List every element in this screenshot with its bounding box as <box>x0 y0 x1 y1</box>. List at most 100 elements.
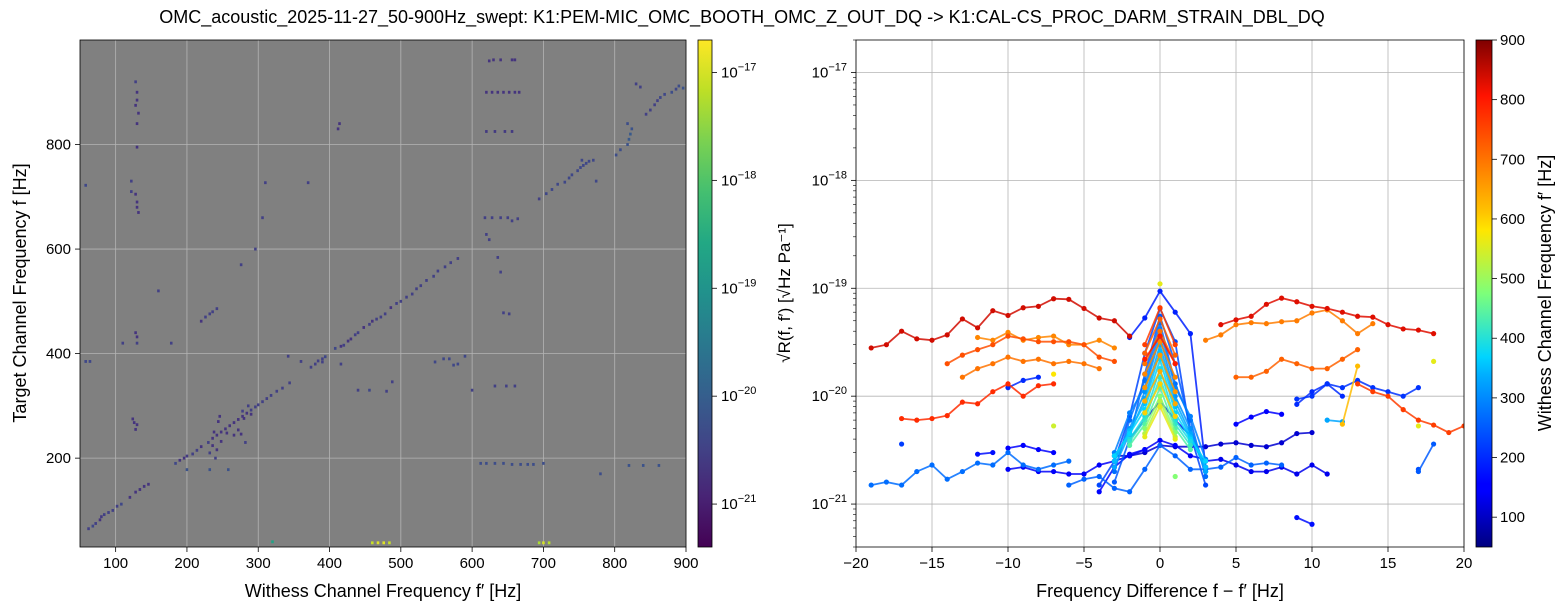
series-point <box>1309 389 1315 395</box>
heatmap-cell <box>199 445 203 449</box>
right-x-axis-label: Frequency Difference f − f′ [Hz] <box>1036 581 1284 601</box>
series-point <box>1294 396 1300 402</box>
right-colorbar-ticks: 100 200 300 400 500 600 700 800 900 <box>1492 32 1525 526</box>
series-point <box>1279 411 1285 417</box>
right-colorbar-tick-label: 400 <box>1500 330 1525 347</box>
series-point <box>1263 468 1269 475</box>
heatmap-cell <box>519 462 522 466</box>
heatmap-cell <box>674 87 678 91</box>
heatmap-cell <box>503 130 507 133</box>
series-point <box>1035 374 1041 380</box>
left-x-tick-label: 800 <box>602 555 627 572</box>
series-point <box>1415 423 1421 429</box>
series-point <box>1248 313 1254 319</box>
left-colorbar-label: √R(f, f′) [√Hz Pa⁻¹] <box>775 223 794 362</box>
series-830hz <box>1218 295 1437 337</box>
series-point <box>914 468 920 475</box>
series-point <box>944 476 950 482</box>
heatmap-cell <box>493 130 497 133</box>
series-point <box>959 316 966 322</box>
right-x-tick-label: −10 <box>995 555 1020 572</box>
heatmap-cell <box>130 190 133 194</box>
series-point <box>990 449 996 456</box>
right-colorbar-tick-label: 600 <box>1500 211 1525 228</box>
series-point <box>1157 305 1163 311</box>
series-580hz <box>1051 371 1057 377</box>
heatmap-cell <box>84 183 87 187</box>
right-series-lines <box>868 281 1464 527</box>
series-point <box>1339 385 1345 391</box>
series-170hz <box>1294 514 1315 527</box>
heatmap-cell <box>657 464 661 467</box>
heatmap-cell <box>496 255 500 259</box>
heatmap-cell <box>135 341 139 345</box>
series-point <box>1051 449 1057 456</box>
series-point <box>1051 371 1057 377</box>
series-point <box>1339 356 1345 362</box>
heatmap-cell <box>241 409 244 413</box>
heatmap-cell <box>614 153 618 157</box>
series-point <box>1096 366 1102 372</box>
series-point <box>1157 381 1163 387</box>
series-point <box>959 352 966 358</box>
series-line <box>1114 431 1313 457</box>
right-colorbar-tick-label: 500 <box>1500 271 1525 288</box>
series-point <box>1172 389 1178 395</box>
left-y-axis-label: Target Channel Frequency f [Hz] <box>10 163 30 422</box>
right-colorbar-tick-label: 200 <box>1500 450 1525 467</box>
series-point <box>1157 437 1163 443</box>
heatmap-cell <box>487 238 491 242</box>
heatmap-cell <box>389 306 393 310</box>
series-point <box>1111 468 1117 475</box>
heatmap-cell <box>249 412 253 416</box>
series-point <box>1096 482 1102 488</box>
series-point <box>1233 421 1239 427</box>
series-point <box>1355 331 1361 337</box>
series-point <box>1279 319 1285 325</box>
series-point <box>1248 468 1254 475</box>
series-point <box>1431 358 1437 365</box>
series-point <box>1096 354 1102 360</box>
series-point <box>1035 466 1041 472</box>
heatmap-cell <box>246 404 250 408</box>
heatmap-cell <box>502 461 505 465</box>
left-heatmap-cells <box>84 58 685 545</box>
heatmap-cell <box>339 362 343 366</box>
heatmap-cell <box>626 143 629 146</box>
heatmap-cell <box>219 439 223 443</box>
series-point <box>1431 441 1437 447</box>
heatmap-cell <box>580 158 584 162</box>
heatmap-cell <box>321 357 324 361</box>
series-point <box>1005 333 1011 339</box>
heatmap-cell <box>204 315 207 319</box>
heatmap-cell <box>261 216 264 220</box>
series-point <box>1309 303 1315 309</box>
series-200hz <box>1005 374 1041 391</box>
series-point <box>990 462 996 468</box>
series-point <box>899 482 905 488</box>
heatmap-cell <box>135 145 139 149</box>
series-point <box>1294 299 1300 305</box>
heatmap-cell <box>135 205 139 209</box>
series-point <box>1324 417 1330 423</box>
series-point <box>1339 309 1345 315</box>
heatmap-cell <box>376 541 380 545</box>
series-point <box>1142 350 1148 356</box>
series-point <box>1233 454 1239 461</box>
heatmap-cell <box>100 515 103 519</box>
series-point <box>1172 309 1178 315</box>
series-point <box>1309 429 1315 436</box>
series-point <box>1096 462 1102 468</box>
heatmap-cell <box>385 389 388 393</box>
series-point <box>1218 456 1224 462</box>
heatmap-cell <box>483 216 487 220</box>
series-point <box>1370 314 1376 320</box>
left-colorbar-tick-label: 10−18 <box>721 169 756 189</box>
series-point <box>1324 471 1330 477</box>
series-point <box>1172 342 1178 348</box>
series-point <box>1005 312 1011 319</box>
series-560hz <box>1157 281 1163 287</box>
series-800hz <box>1142 333 1178 367</box>
heatmap-cell <box>239 263 243 267</box>
heatmap-cell <box>485 90 488 94</box>
